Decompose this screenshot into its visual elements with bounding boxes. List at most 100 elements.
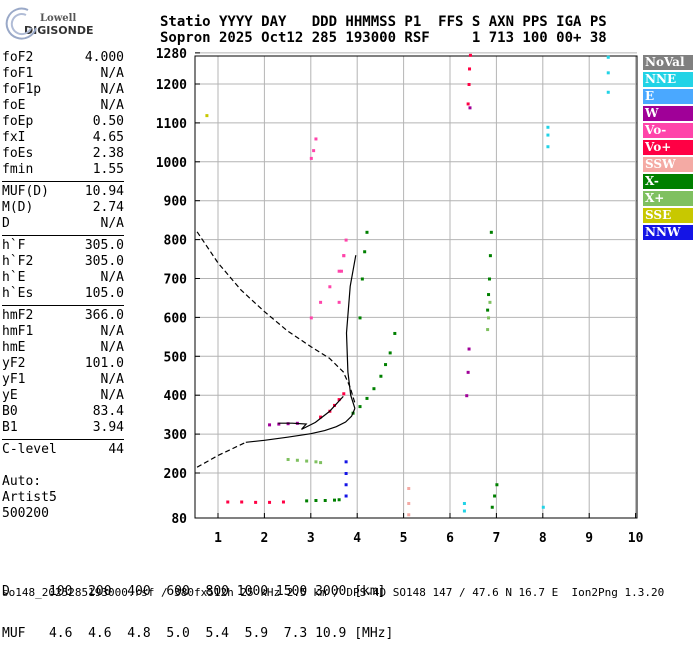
param-label: yF1 (2, 372, 26, 387)
param-row: MUF(D) 10.94 (2, 184, 124, 200)
echo-point (462, 509, 466, 513)
echo-point (462, 502, 466, 505)
legend-entry: NNW (643, 225, 693, 240)
param-row: foEp 0.50 (2, 114, 124, 130)
echo-point (305, 499, 309, 503)
echo-point (541, 505, 545, 509)
param-row: foE N/A (2, 98, 124, 114)
param-value: N/A (100, 66, 124, 81)
param-label: h`Es (2, 286, 34, 301)
header-line-2: Sopron 2025 Oct12 285 193000 RSF 1 713 1… (160, 30, 607, 46)
param-value: 83.4 (92, 404, 124, 419)
echo-point (268, 423, 272, 427)
legend-entry: NNE (643, 72, 693, 87)
digisonde-logo-icon (5, 7, 37, 40)
param-label: foF1p (2, 82, 42, 97)
param-separator (2, 439, 124, 440)
param-row: foF2 4.000 (2, 50, 124, 66)
echo-point (314, 460, 318, 464)
param-row: fmin 1.55 (2, 162, 124, 178)
echo-point (344, 460, 348, 464)
param-label: B1 (2, 420, 18, 435)
echo-point (486, 328, 490, 332)
auto-code: 500200 (2, 506, 49, 521)
param-row: h`E N/A (2, 270, 124, 286)
param-value: 2.74 (92, 200, 124, 215)
y-tick-label: 700 (164, 273, 188, 288)
echo-point (468, 106, 472, 110)
echo-point (323, 499, 327, 502)
echo-point (606, 90, 610, 94)
echo-point (365, 396, 369, 400)
echo-point (281, 500, 285, 504)
legend-entry: NoVal (643, 55, 693, 70)
param-label: fmin (2, 162, 34, 177)
param-value: 44 (108, 442, 124, 457)
param-label: yF2 (2, 356, 26, 371)
param-label: h`F (2, 238, 26, 253)
x-tick-label: 10 (628, 531, 644, 546)
profile-curve (196, 231, 356, 404)
x-tick-label: 1 (214, 531, 222, 546)
param-row: foEs 2.38 (2, 146, 124, 162)
echo-point (344, 494, 348, 498)
echo-point (468, 53, 472, 57)
param-value: 1.55 (92, 162, 124, 177)
y-tick-label: 300 (164, 428, 188, 443)
y-tick-label: 600 (164, 311, 188, 326)
x-tick-label: 8 (539, 531, 547, 546)
param-label: foEs (2, 146, 34, 161)
echo-point (342, 392, 346, 396)
echo-point (466, 370, 470, 374)
param-value: 2.38 (92, 146, 124, 161)
param-label: h`E (2, 270, 26, 285)
echo-point (312, 149, 316, 153)
param-row: B0 83.4 (2, 404, 124, 420)
echo-point (344, 483, 348, 487)
param-label: MUF(D) (2, 184, 49, 199)
echo-point (546, 125, 550, 129)
echo-point (468, 67, 472, 71)
param-row: h`F 305.0 (2, 238, 124, 254)
echo-point (314, 137, 318, 141)
y-tick-label: 900 (164, 195, 188, 210)
param-label: hmE (2, 340, 26, 355)
echo-point (337, 300, 341, 304)
y-tick-label: 1000 (156, 156, 187, 171)
param-label: M(D) (2, 200, 34, 215)
echo-point (337, 498, 341, 502)
param-value: N/A (100, 340, 124, 355)
param-row: hmF2 366.0 (2, 308, 124, 324)
param-value: 105.0 (84, 286, 124, 301)
echo-point (309, 316, 313, 320)
param-row: D N/A (2, 216, 124, 232)
auto-label: Auto: (2, 474, 42, 489)
param-label: foF2 (2, 50, 34, 65)
param-value: 101.0 (84, 356, 124, 371)
echo-point (319, 300, 323, 304)
y-tick-label: 500 (164, 350, 188, 365)
echo-point (363, 250, 367, 254)
param-label: fxI (2, 130, 26, 145)
param-value: N/A (100, 324, 124, 339)
legend-entry: X- (643, 174, 693, 189)
echo-point (372, 387, 376, 391)
echo-point (493, 494, 497, 498)
x-tick-label: 4 (353, 531, 361, 546)
param-label: foF1 (2, 66, 34, 81)
param-row: fxI 4.65 (2, 130, 124, 146)
x-tick-label: 3 (307, 531, 315, 546)
y-tick-label: 1280 (156, 47, 187, 62)
echo-point (384, 363, 388, 367)
muf-table: D 100 200 400 600 800 1000 1500 3000 [km… (2, 557, 393, 655)
echo-point (254, 500, 258, 504)
param-label: foEp (2, 114, 34, 129)
echo-point (314, 499, 318, 502)
echo-point (488, 254, 492, 258)
echo-point (358, 405, 362, 409)
param-label: yE (2, 388, 18, 403)
x-tick-label: 2 (260, 531, 268, 546)
param-row: yE N/A (2, 388, 124, 404)
y-tick-label: 1100 (156, 117, 187, 132)
profile-curve (278, 395, 344, 430)
